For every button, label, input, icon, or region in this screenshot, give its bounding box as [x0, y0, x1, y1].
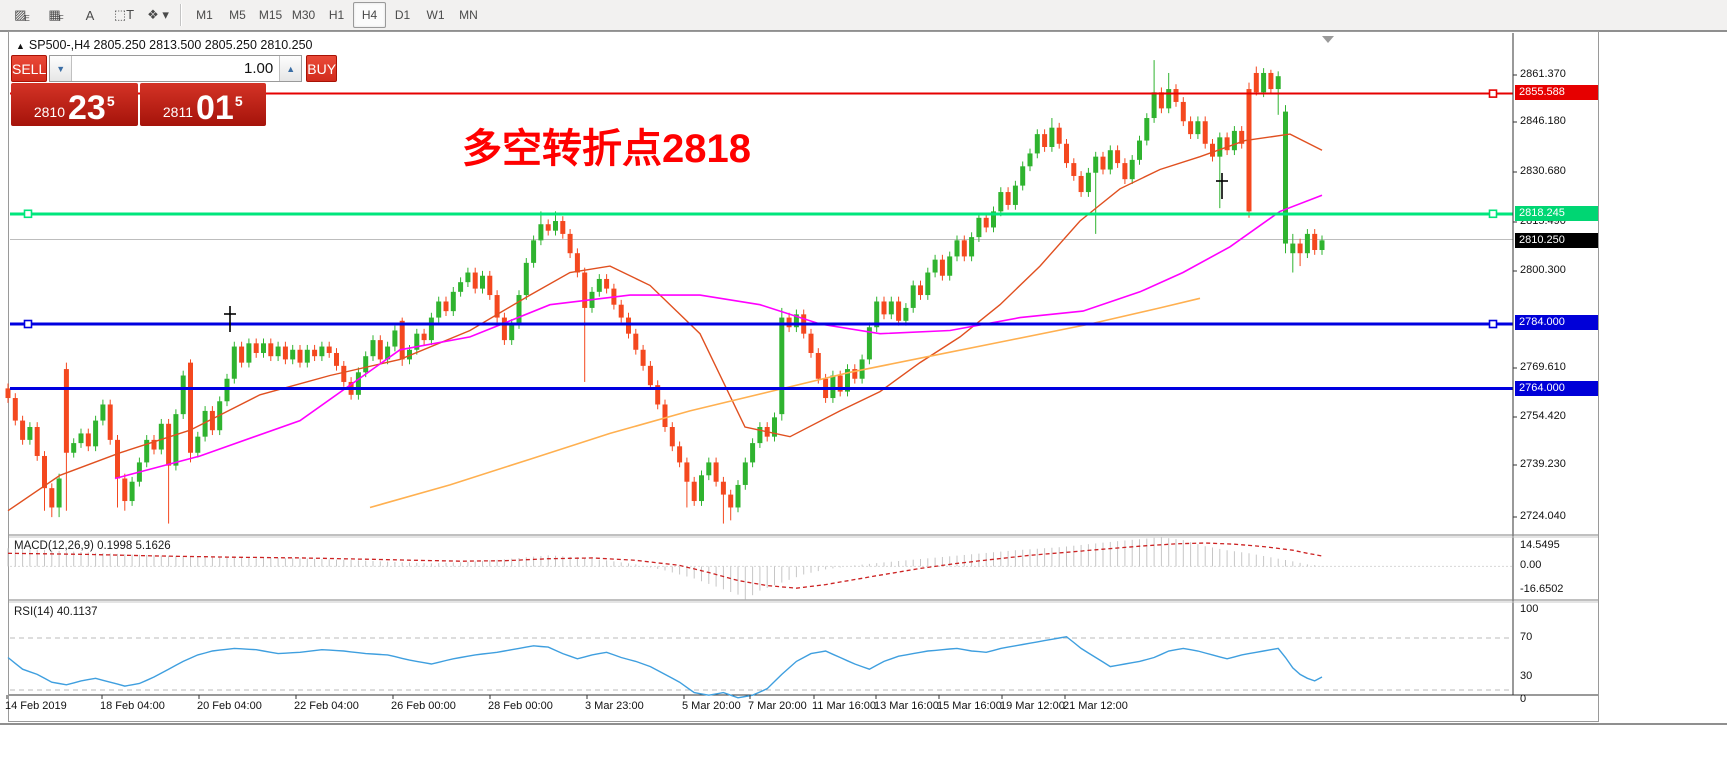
- timeframe-button-mn[interactable]: MN: [459, 8, 478, 22]
- volume-increase-button[interactable]: ▲: [279, 56, 302, 81]
- indicator-axis-label: 0.00: [1520, 559, 1542, 571]
- timeframe-button-m1[interactable]: M1: [196, 8, 213, 22]
- timeframe-button-m5[interactable]: M5: [229, 8, 246, 22]
- price-badge: 2784.000: [1515, 314, 1598, 330]
- cursor-mode-icon[interactable]: ❖ ▾: [147, 7, 169, 22]
- indicator-axis-label: -16.6502: [1520, 583, 1564, 595]
- rsi-pane-title: RSI(14) 40.1137: [14, 606, 98, 618]
- time-axis-label: 21 Mar 12:00: [1063, 700, 1128, 712]
- price-axis-label: 2861.370: [1520, 68, 1566, 80]
- time-axis-label: 3 Mar 23:00: [585, 700, 644, 712]
- sell-price-main: 23: [68, 89, 106, 127]
- time-axis-label: 26 Feb 00:00: [391, 700, 456, 712]
- time-axis-label: 22 Feb 04:00: [294, 700, 359, 712]
- symbol-ohlc-text: SP500-,H4 2805.250 2813.500 2805.250 281…: [28, 38, 313, 52]
- timeframe-button-h1[interactable]: H1: [328, 8, 345, 22]
- bottom-panel-strip: [0, 723, 1727, 759]
- grid-tool-icon[interactable]: ▦ F: [48, 7, 64, 23]
- buy-price-pip: 5: [234, 93, 243, 109]
- chart-window[interactable]: [8, 31, 1599, 722]
- time-axis-label: 7 Mar 20:00: [748, 700, 807, 712]
- volume-stepper: ▼ ▲: [49, 55, 303, 82]
- indicator-axis-label: 100: [1520, 603, 1539, 615]
- toolbar-separator: [180, 4, 182, 26]
- timeframe-button-m15[interactable]: M15: [258, 8, 283, 22]
- indicator-axis-label: 0: [1520, 693, 1527, 705]
- price-badge: 2764.000: [1515, 380, 1598, 396]
- indicator-axis-label: 14.5495: [1520, 539, 1560, 551]
- drawing-tools-group: ▨ E ▦ F A ⬚T ❖ ▾: [0, 2, 174, 28]
- buy-price-prefix: 2811: [162, 104, 193, 120]
- time-axis-label: 15 Mar 16:00: [937, 700, 1002, 712]
- price-axis-label: 2800.300: [1520, 264, 1566, 276]
- volume-decrease-button[interactable]: ▼: [50, 56, 73, 81]
- sell-button[interactable]: SELL: [11, 55, 48, 82]
- time-axis-label: 19 Mar 12:00: [1000, 700, 1065, 712]
- time-axis-label: 13 Mar 16:00: [874, 700, 939, 712]
- price-badge: 2818.245: [1515, 205, 1598, 221]
- price-axis-label: 2724.040: [1520, 510, 1566, 522]
- timeframe-button-h4[interactable]: H4: [353, 2, 386, 28]
- buy-button[interactable]: BUY: [306, 55, 338, 82]
- text-box-icon[interactable]: ⬚T: [113, 7, 135, 22]
- price-badge: 2810.250: [1515, 232, 1598, 248]
- time-axis-label: 11 Mar 16:00: [812, 700, 877, 712]
- price-badge: 2855.588: [1515, 84, 1598, 100]
- sell-price-pip: 5: [106, 93, 115, 109]
- timeframe-button-w1[interactable]: W1: [426, 8, 445, 22]
- timeframe-button-group: M1 M5 M15 M30 H1 H4 D1 W1 MN: [188, 2, 485, 28]
- collapse-arrow-icon[interactable]: ▲: [16, 41, 25, 51]
- sell-price-prefix: 2810: [33, 104, 66, 120]
- time-axis-label: 20 Feb 04:00: [197, 700, 262, 712]
- buy-price-main: 01: [195, 89, 234, 127]
- text-label-icon[interactable]: A: [85, 7, 95, 23]
- price-axis-label: 2846.180: [1520, 115, 1566, 127]
- buy-price-box[interactable]: 2811 01 5: [139, 83, 266, 127]
- chart-text-annotation[interactable]: 多空转折点2818: [462, 127, 751, 171]
- indicator-axis-label: 70: [1520, 631, 1533, 643]
- price-axis-label: 2739.230: [1520, 458, 1566, 470]
- time-axis-label: 5 Mar 20:00: [682, 700, 741, 712]
- macd-pane-title: MACD(12,26,9) 0.1998 5.1626: [14, 540, 171, 552]
- sell-price-box[interactable]: 2810 23 5: [11, 83, 138, 126]
- volume-input[interactable]: [72, 56, 280, 81]
- timeframe-button-d1[interactable]: D1: [394, 8, 411, 22]
- crosshatch-tool-icon[interactable]: ▨ E: [14, 7, 30, 23]
- time-axis-label: 18 Feb 04:00: [100, 700, 165, 712]
- indicator-axis-label: 30: [1520, 670, 1533, 682]
- toolbar: ▨ E ▦ F A ⬚T ❖ ▾ M1 M5 M15 M30 H1 H4 D1 W1 MN: [0, 0, 1727, 32]
- price-axis-label: 2754.420: [1520, 410, 1566, 422]
- timeframe-button-m30[interactable]: M30: [291, 8, 316, 22]
- price-axis-label: 2830.680: [1520, 165, 1566, 177]
- one-click-trading-panel: SELL ▼ ▲ BUY 2810 23 5 2811 01 5: [11, 55, 338, 127]
- time-axis-label: 28 Feb 00:00: [488, 700, 553, 712]
- price-axis-label: 2769.610: [1520, 361, 1566, 373]
- time-axis-label: 14 Feb 2019: [5, 700, 67, 712]
- symbol-header[interactable]: ▲ SP500-,H4 2805.250 2813.500 2805.250 28…: [16, 38, 313, 52]
